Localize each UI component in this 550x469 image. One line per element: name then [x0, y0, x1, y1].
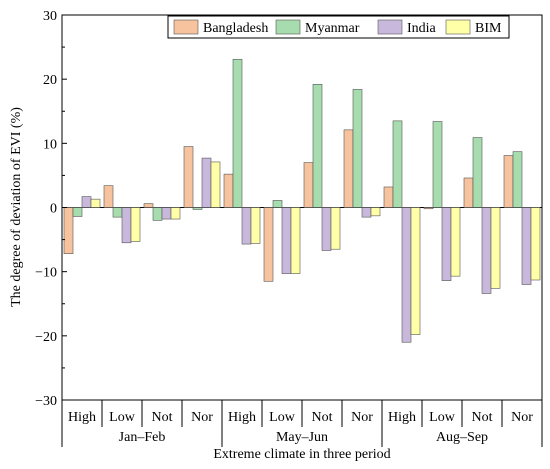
bar-bim-5 [290, 207, 301, 274]
bar-bim-1 [130, 207, 141, 242]
bar-bim-11 [530, 207, 541, 281]
bar-bangladesh-8 [383, 186, 394, 208]
bar-myanmar-11 [512, 151, 523, 208]
x-tick-label: High [228, 410, 256, 425]
x-group-label: Jan–Feb [119, 430, 166, 445]
bar-bangladesh-10 [463, 177, 474, 208]
bar-myanmar-5 [272, 200, 283, 208]
bar-bim-10 [490, 207, 501, 289]
bar-india-7 [361, 207, 372, 218]
x-tick-label: High [388, 410, 416, 425]
x-tick-label: Not [152, 410, 173, 425]
bar-india-0 [81, 196, 92, 208]
bar-india-1 [121, 207, 132, 244]
bar-bangladesh-2 [143, 203, 154, 208]
bar-bim-8 [410, 207, 421, 335]
bar-myanmar-9 [432, 121, 443, 208]
x-axis: High Low Not Nor High Low Not Nor High Low Not Nor J… [61, 400, 543, 447]
bar-myanmar-7 [352, 89, 363, 208]
y-tick-label: 30 [43, 9, 57, 24]
bar-myanmar-10 [472, 137, 483, 208]
bar-india-11 [521, 207, 532, 285]
y-tick-label: 20 [43, 73, 57, 88]
x-tick-label: Nor [351, 410, 373, 425]
y-axis: 30 20 10 0 −10 −20 −30 [35, 9, 67, 409]
legend-label-bangladesh: Bangladesh [203, 21, 268, 36]
bar-india-8 [401, 207, 412, 343]
bar-myanmar-1 [112, 207, 123, 218]
x-tick-label: Low [269, 410, 296, 425]
bar-india-9 [441, 207, 452, 281]
y-tick-label: −30 [35, 394, 57, 409]
x-axis-label: Extreme climate in three period [213, 447, 390, 462]
legend-label-bim: BIM [475, 21, 502, 36]
bar-india-5 [281, 207, 292, 274]
bar-bangladesh-11 [503, 155, 514, 208]
x-tick-label: Low [429, 410, 456, 425]
x-tick-label: High [68, 410, 96, 425]
legend: Bangladesh Myanmar India BIM [167, 15, 510, 39]
bar-myanmar-8 [392, 120, 403, 208]
bar-bangladesh-6 [303, 162, 314, 208]
plot-area [61, 14, 543, 401]
bar-bim-7 [370, 207, 381, 217]
bar-bangladesh-3 [183, 146, 194, 208]
bar-myanmar-6 [312, 84, 323, 208]
y-tick-label: −10 [35, 266, 57, 281]
legend-label-myanmar: Myanmar [305, 21, 360, 36]
bar-bangladesh-4 [223, 173, 234, 208]
legend-swatch-bim [445, 19, 471, 35]
legend-frame [167, 15, 510, 39]
bar-bim-0 [90, 198, 101, 208]
y-tick-label: 10 [43, 137, 57, 152]
legend-label-india: India [407, 21, 437, 36]
x-tick-label: Not [312, 410, 333, 425]
bar-bangladesh-9 [423, 207, 434, 210]
bar-myanmar-4 [232, 58, 243, 208]
x-tick-label: Not [472, 410, 493, 425]
bar-bim-6 [330, 207, 341, 250]
legend-swatch-india [377, 19, 403, 35]
bar-india-3 [201, 157, 212, 208]
bars [63, 58, 541, 343]
x-tick-label: Low [109, 410, 136, 425]
x-tick-label: Nor [511, 410, 533, 425]
bar-bim-2 [170, 207, 181, 220]
bar-myanmar-0 [72, 207, 83, 217]
bar-india-2 [161, 207, 172, 220]
y-tick-label: 0 [50, 202, 57, 217]
bar-myanmar-2 [152, 207, 163, 221]
legend-swatch-bangladesh [173, 19, 199, 35]
bar-bim-9 [450, 207, 461, 277]
bar-bim-3 [210, 161, 221, 208]
y-axis-label: The degree of deviation of EVI (%) [9, 107, 24, 307]
bar-india-4 [241, 207, 252, 245]
bar-bangladesh-0 [63, 207, 74, 255]
x-group-label: May–Jun [276, 430, 328, 445]
y-tick-label: −20 [35, 330, 57, 345]
x-group-label: Aug–Sep [436, 430, 488, 445]
bar-bangladesh-1 [103, 185, 114, 208]
bar-bangladesh-7 [343, 129, 354, 208]
bar-india-10 [481, 207, 492, 294]
bar-bangladesh-5 [263, 207, 274, 282]
bar-bim-4 [250, 207, 261, 244]
bar-india-6 [321, 207, 332, 251]
bar-myanmar-3 [192, 207, 203, 210]
legend-swatch-myanmar [275, 19, 301, 35]
x-tick-label: Nor [191, 410, 213, 425]
